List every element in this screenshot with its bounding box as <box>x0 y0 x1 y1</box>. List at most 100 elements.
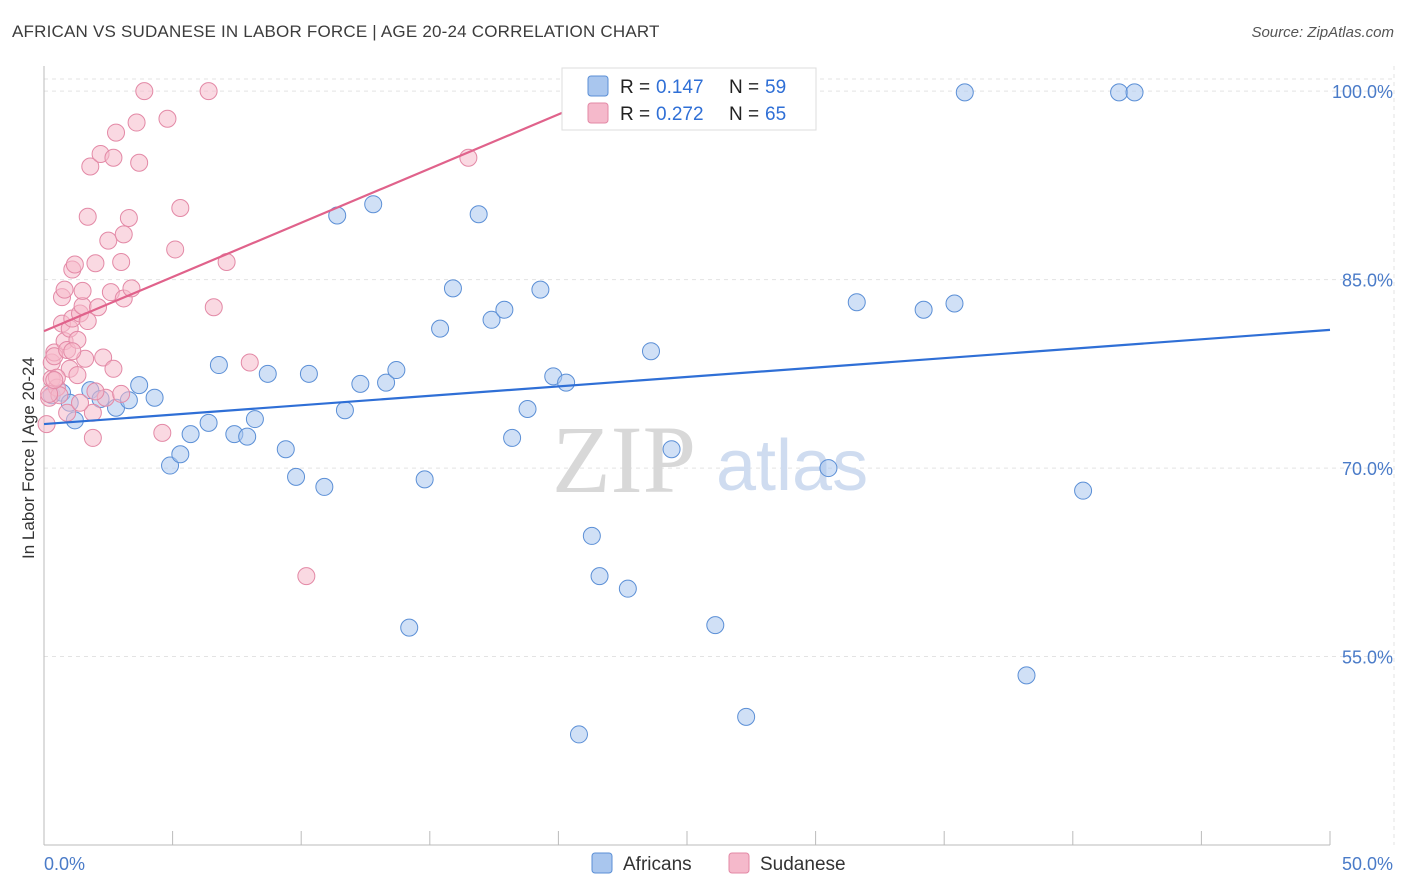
legend-swatch-sudanese <box>587 102 609 124</box>
african-point <box>238 427 257 446</box>
sudanese-point <box>94 348 113 367</box>
sudanese-point <box>171 198 190 217</box>
legend-r-label-sudanese: R = <box>620 104 650 125</box>
sudanese-point <box>45 371 64 390</box>
african-point <box>1074 481 1093 500</box>
african-point <box>258 364 277 383</box>
african-point <box>145 388 164 407</box>
african-point <box>1110 83 1129 102</box>
sudanese-point <box>65 255 84 274</box>
sudanese-point <box>114 225 133 244</box>
africans-trend-line <box>43 328 1331 426</box>
african-point <box>387 361 406 380</box>
sudanese-point <box>112 384 131 403</box>
african-point <box>914 300 933 319</box>
sudanese-point <box>119 209 138 228</box>
african-point <box>618 579 637 598</box>
african-point <box>482 310 501 329</box>
legend-n-value-africans: 59 <box>765 77 786 98</box>
bottom-legend-sudanese: Sudanese <box>760 854 846 875</box>
sudanese-point <box>68 366 87 385</box>
legend-n-value-sudanese: 65 <box>765 104 786 125</box>
trend-lines <box>43 93 1331 426</box>
african-point <box>469 205 488 224</box>
african-point <box>662 440 681 459</box>
african-point <box>955 83 974 102</box>
sudanese-point <box>199 82 218 101</box>
y-tick-label: 85.0% <box>1342 271 1393 291</box>
sudanese-point <box>297 567 316 586</box>
chart-title: AFRICAN VS SUDANESE IN LABOR FORCE | AGE… <box>12 22 660 41</box>
legend-r-label-africans: R = <box>620 77 650 98</box>
african-point <box>819 459 838 478</box>
x-tick-label-min: 0.0% <box>44 854 85 874</box>
sudanese-point <box>78 207 97 226</box>
african-point <box>377 373 396 392</box>
african-point <box>245 410 264 429</box>
sudanese-point <box>99 231 118 250</box>
african-point <box>518 400 537 419</box>
african-point <box>945 294 964 313</box>
sudanese-point <box>240 353 259 372</box>
african-point <box>582 526 601 545</box>
legend-swatch-africans <box>587 75 609 97</box>
sudanese-point <box>58 403 77 422</box>
african-point <box>1017 666 1036 685</box>
african-point <box>1125 83 1144 102</box>
x-tick-labels: 0.0% 50.0% <box>44 854 1393 874</box>
bottom-legend-africans: Africans <box>623 854 692 875</box>
sudanese-points <box>37 82 478 586</box>
sudanese-point <box>127 113 146 132</box>
sudanese-point <box>153 423 172 442</box>
sudanese-point <box>204 298 223 317</box>
african-point <box>400 618 419 637</box>
legend-r-value-sudanese: 0.272 <box>656 104 704 125</box>
sudanese-point <box>73 281 92 300</box>
legend-n-label-sudanese: N = <box>729 104 759 125</box>
watermark: ZIP atlas <box>552 406 868 513</box>
sudanese-point <box>107 123 126 142</box>
african-point <box>706 616 725 635</box>
african-point <box>569 725 588 744</box>
top-legend: R = 0.147 N = 59 R = 0.272 N = 65 <box>561 67 817 131</box>
african-point <box>531 280 550 299</box>
legend-r-value-africans: 0.147 <box>656 77 704 98</box>
legend-n-label-africans: N = <box>729 77 759 98</box>
y-tick-labels: 55.0% 70.0% 85.0% 100.0% <box>1332 82 1393 667</box>
african-point <box>287 467 306 486</box>
african-point <box>199 413 218 432</box>
african-point <box>847 293 866 312</box>
bottom-legend-swatch-sudanese <box>728 852 750 874</box>
african-point <box>431 319 450 338</box>
african-point <box>495 300 514 319</box>
x-tick-label-max: 50.0% <box>1342 854 1393 874</box>
african-point <box>737 707 756 726</box>
bottom-legend: Africans Sudanese <box>591 852 846 875</box>
african-point <box>415 470 434 489</box>
african-point <box>161 456 180 475</box>
sudanese-point <box>104 148 123 167</box>
y-tick-label: 55.0% <box>1342 648 1393 668</box>
sudanese-trend-line <box>43 93 606 333</box>
african-point <box>590 567 609 586</box>
sudanese-point <box>81 157 100 176</box>
sudanese-point <box>130 153 149 172</box>
sudanese-point <box>55 280 74 299</box>
african-point <box>276 440 295 459</box>
african-point <box>181 425 200 444</box>
y-axis-label: In Labor Force | Age 20-24 <box>19 357 38 559</box>
african-point <box>364 195 383 214</box>
sudanese-point <box>104 359 123 378</box>
african-point <box>641 342 660 361</box>
sudanese-point <box>158 109 177 128</box>
watermark-atlas: atlas <box>716 426 868 506</box>
african-point <box>299 364 318 383</box>
african-point <box>315 477 334 496</box>
watermark-zip: ZIP <box>552 406 696 513</box>
bottom-legend-swatch-africans <box>591 852 613 874</box>
african-point <box>130 376 149 395</box>
sudanese-point <box>112 253 131 272</box>
african-point <box>443 279 462 298</box>
y-tick-label: 100.0% <box>1332 82 1393 102</box>
